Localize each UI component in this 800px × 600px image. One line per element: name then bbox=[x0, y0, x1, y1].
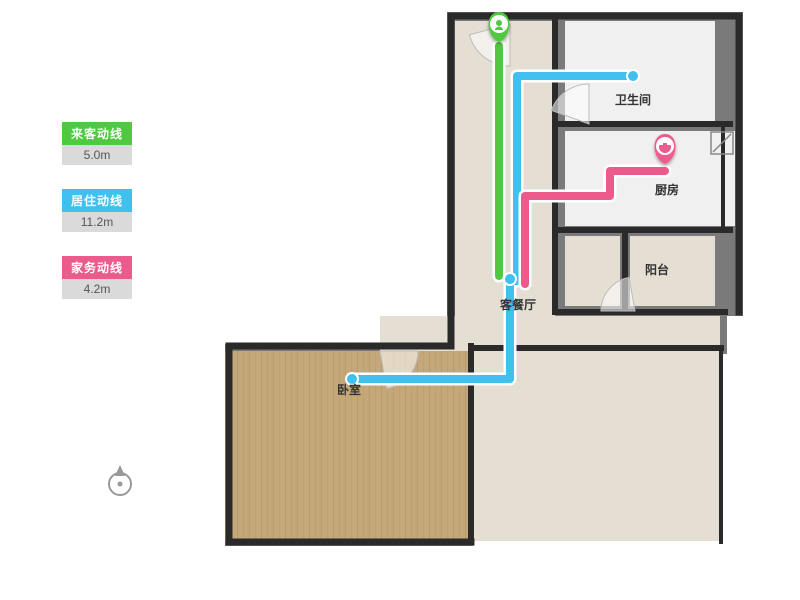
legend-label: 家务动线 bbox=[62, 256, 132, 279]
compass-icon bbox=[100, 462, 140, 502]
room-balcony bbox=[630, 236, 715, 306]
room-kitchen bbox=[565, 131, 735, 226]
legend-value: 4.2m bbox=[62, 279, 132, 299]
legend-item-chore: 家务动线 4.2m bbox=[62, 256, 132, 299]
legend-value: 11.2m bbox=[62, 212, 132, 232]
legend-label: 居住动线 bbox=[62, 189, 132, 212]
legend-label: 来客动线 bbox=[62, 122, 132, 145]
legend-item-living: 居住动线 11.2m bbox=[62, 189, 132, 232]
floorplan: 卫生间厨房阳台客餐厅卧室 bbox=[225, 6, 745, 566]
legend-item-guest: 来客动线 5.0m bbox=[62, 122, 132, 165]
legend-value: 5.0m bbox=[62, 145, 132, 165]
legend: 来客动线 5.0m 居住动线 11.2m 家务动线 4.2m bbox=[62, 122, 132, 323]
